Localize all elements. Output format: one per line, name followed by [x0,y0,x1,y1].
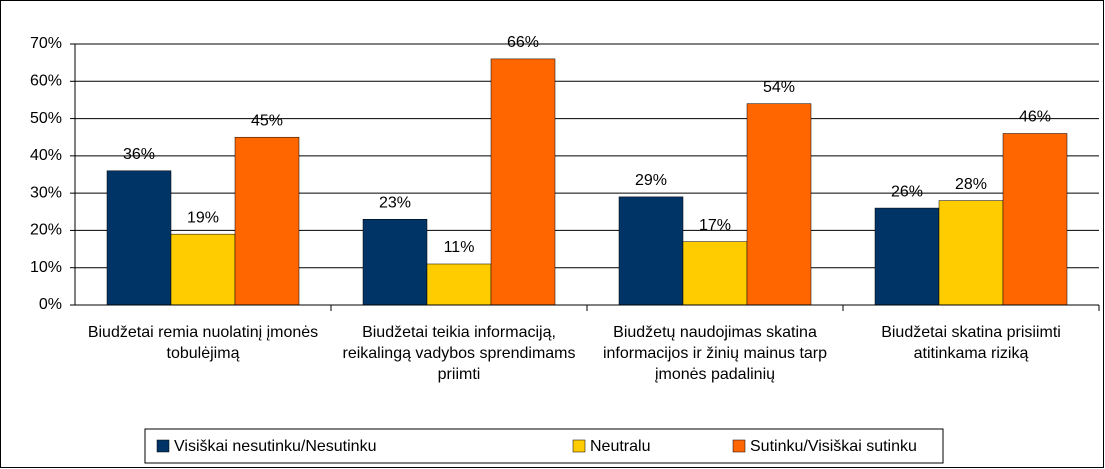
bar [682,241,748,306]
legend-swatch [572,439,586,453]
legend-box [144,428,944,464]
y-tick-label: 40% [30,147,62,164]
value-label: 19% [187,209,219,226]
y-tick-label: 70% [30,35,62,52]
legend-label: Neutralu [590,438,650,455]
value-label: 28% [955,176,987,193]
bar [874,207,940,306]
bar [490,58,556,306]
y-tick-label: 20% [30,222,62,239]
value-label: 36% [123,146,155,163]
value-label: 26% [891,183,923,200]
value-label: 23% [379,194,411,211]
y-tick-label: 50% [30,110,62,127]
bar [618,196,684,306]
legend-swatch [156,439,170,453]
x-tick-label: Biudžetų naudojimas skatina informacijos… [602,324,828,383]
value-label: 45% [251,112,283,129]
bar [426,263,492,306]
y-tick-label: 60% [30,73,62,90]
legend-swatch [732,439,746,453]
legend-label: Visiškai nesutinku/Nesutinku [174,438,376,455]
bar [362,218,428,306]
x-tick-label: Biudžetai remia nuolatinį įmonės tobulėj… [87,324,319,362]
bar [1002,133,1068,306]
x-tick-label: Biudžetai teikia informaciją, reikalingą… [342,324,576,383]
bar [234,136,300,306]
value-label: 29% [635,172,667,189]
value-label: 17% [699,217,731,234]
value-label: 54% [763,79,795,96]
y-tick-label: 0% [39,296,62,313]
bar [170,233,236,306]
value-label: 46% [1019,109,1051,126]
bar [106,170,172,306]
bar [746,103,812,306]
y-tick-label: 10% [30,259,62,276]
y-tick-label: 30% [30,184,62,201]
bar [938,200,1004,306]
legend-label: Sutinku/Visiškai sutinku [750,438,917,455]
x-tick-label: Biudžetai skatina prisiimti atitinkama r… [881,324,1061,362]
value-label: 11% [444,239,475,256]
value-label: 66% [507,34,539,51]
